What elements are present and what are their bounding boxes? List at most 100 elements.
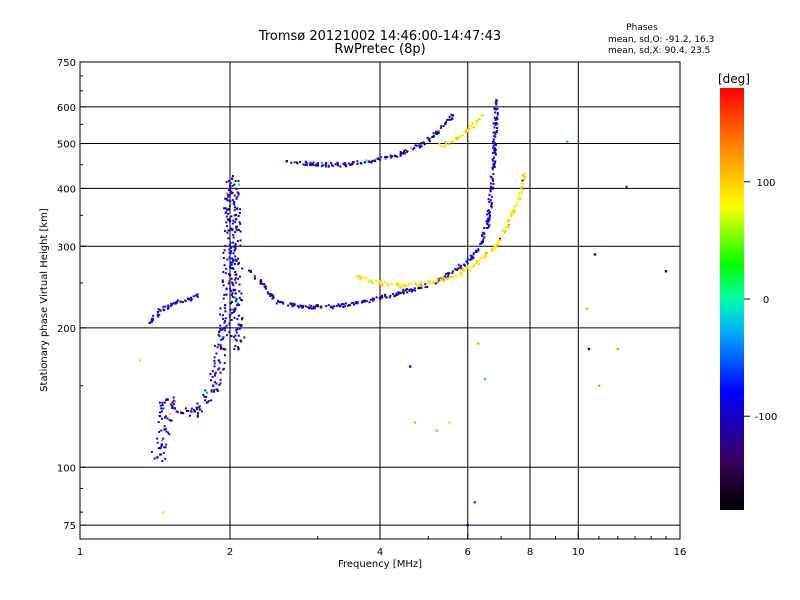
data-point [493,166,496,169]
data-point [397,292,400,295]
data-point [234,300,237,303]
stats-heading: Phases [626,23,658,33]
data-point [316,164,319,167]
data-point [467,130,470,133]
data-point [496,111,499,114]
data-point [204,389,207,392]
data-point [387,285,390,288]
data-point [156,310,159,313]
data-point [369,298,372,301]
data-point [486,217,489,220]
data-point [172,402,175,405]
colorbar-ticks: 100 0 -100 [744,178,777,423]
data-point [447,277,450,280]
data-point [495,99,498,102]
data-point [625,185,628,189]
data-point [379,296,382,299]
data-point [489,186,492,189]
data-point [260,282,263,285]
data-point [320,165,323,168]
data-point [219,347,222,350]
y-tick-label: 600 [57,103,76,114]
data-point [217,343,220,346]
data-point [229,188,232,191]
data-point [231,199,234,202]
data-point [437,129,440,132]
data-point [375,296,378,299]
x-tick-label: 8 [527,547,533,558]
data-point [399,154,402,157]
data-point [203,395,206,398]
data-point [200,410,203,413]
data-point [231,174,234,177]
data-point [496,240,499,243]
data-point [496,126,499,129]
data-point [229,199,232,202]
data-point [267,292,270,295]
data-point [484,252,487,255]
data-point [523,174,526,177]
data-point [237,179,240,182]
data-point [397,283,400,286]
data-point [360,162,363,165]
data-point [234,289,237,292]
data-point [345,165,348,168]
data-point [231,257,234,260]
data-point [344,164,347,167]
data-point [150,450,153,453]
data-point [222,347,225,350]
data-point [228,205,231,208]
data-point [287,304,290,307]
data-point [218,335,221,338]
data-point [308,161,311,164]
data-point [231,281,234,284]
data-point [330,163,333,166]
data-point [420,281,423,284]
data-point [489,211,492,214]
data-point [234,246,237,249]
data-point [229,302,232,305]
data-point [448,275,451,278]
data-point [310,304,313,307]
data-point [222,314,225,317]
data-point [492,186,495,189]
data-point [232,308,235,311]
data-point [314,305,317,308]
data-point [236,302,239,305]
data-point [373,158,376,161]
data-point [227,273,230,276]
data-point [495,118,498,121]
data-point [448,118,451,121]
data-point [231,296,234,299]
data-point [410,288,413,291]
data-point [235,208,238,211]
data-point [316,162,319,165]
data-point [227,212,230,215]
data-point [451,270,454,273]
data-point [381,294,384,297]
data-point [483,232,486,235]
data-point [293,161,296,164]
data-point [239,298,242,301]
data-point [226,218,229,221]
data-point [226,193,229,196]
data-point [396,283,399,286]
data-point [231,222,234,225]
data-point [664,270,668,273]
data-point [207,400,210,403]
data-point [240,318,243,321]
data-point [228,280,231,283]
data-point [219,329,222,332]
data-point [219,307,222,310]
data-point [386,156,389,159]
data-point [234,213,237,216]
data-point [438,279,441,282]
data-point [513,205,516,208]
data-point [493,131,496,134]
data-point [422,141,425,144]
data-point [213,356,216,359]
data-point [233,209,236,212]
data-point [321,164,324,167]
data-point [159,453,162,456]
data-point [458,266,461,269]
